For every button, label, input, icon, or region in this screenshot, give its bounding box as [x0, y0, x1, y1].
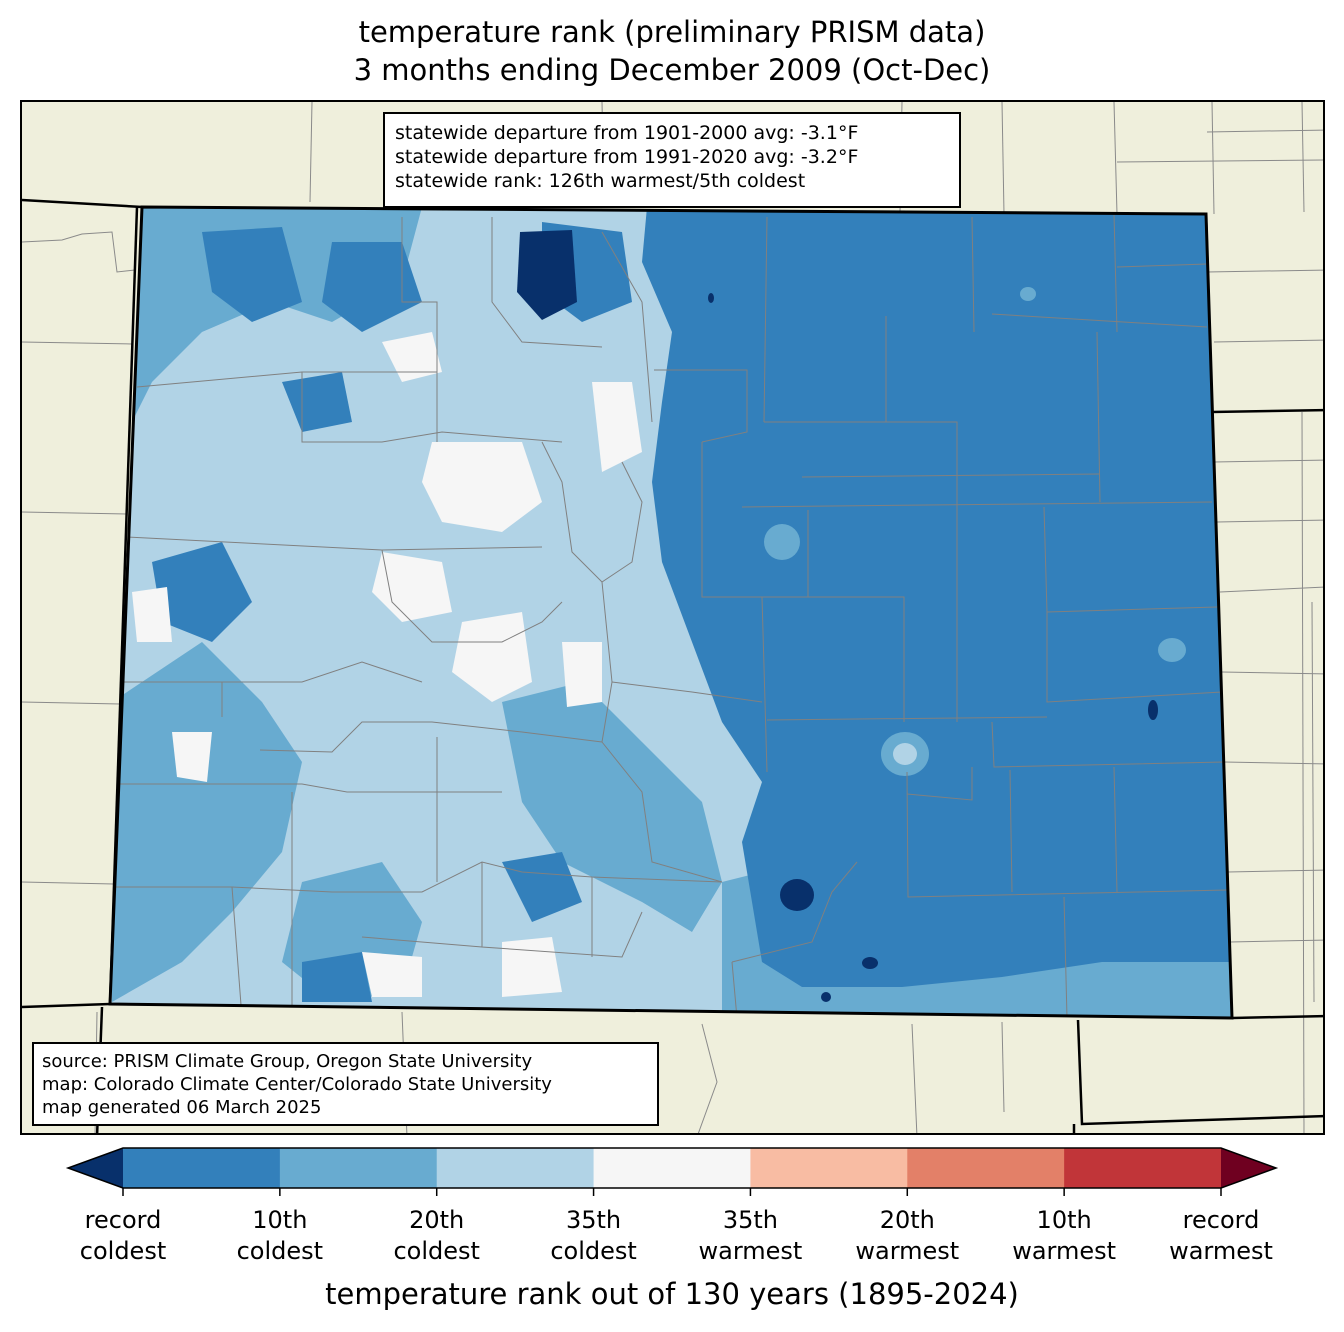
colorbar-tick-label: 35th coldest [514, 1205, 674, 1267]
tick-label-line2: warmest [698, 1237, 803, 1265]
colorbar-bin-1 [279, 1148, 438, 1188]
map-panel [20, 100, 1325, 1135]
map-title-line2: 3 months ending December 2009 (Oct-Dec) [353, 53, 991, 87]
source-line-2: map: Colorado Climate Center/Colorado St… [42, 1074, 552, 1095]
colorbar-tick-label: 10th coldest [200, 1205, 360, 1267]
stats-line-3: statewide rank: 126th warmest/5th coldes… [395, 170, 806, 192]
colorbar [65, 1147, 1279, 1196]
colorbar-tick-label: 20th warmest [827, 1205, 987, 1267]
source-credits-box: source: PRISM Climate Group, Oregon Stat… [32, 1042, 659, 1126]
tick-label-line2: coldest [236, 1237, 324, 1265]
colorbar-tick-label: 35th warmest [670, 1205, 830, 1267]
colorbar-over-arrow [1221, 1148, 1276, 1188]
tick-label-line2: coldest [393, 1237, 480, 1265]
colorbar-axis-label: temperature rank out of 130 years (1895-… [325, 1277, 1019, 1311]
tick-label-line1: 20th [879, 1206, 935, 1234]
tick-label-line1: record [1182, 1206, 1260, 1234]
tick-label-line1: 20th [409, 1206, 465, 1234]
colorbar-bin-3 [593, 1148, 751, 1188]
colorbar-tick-label: record warmest [1141, 1205, 1301, 1267]
colorado-rank-map [22, 102, 1323, 1133]
colorbar-bin-4 [750, 1148, 908, 1188]
source-line-1: source: PRISM Climate Group, Oregon Stat… [42, 1051, 533, 1072]
colorbar-tick-label: record coldest [43, 1205, 203, 1267]
colorado-boundary [108, 205, 1234, 1020]
source-line-3: map generated 06 March 2025 [42, 1097, 322, 1118]
colorbar-under-arrow [68, 1148, 123, 1188]
tick-label-line1: record [84, 1206, 162, 1234]
colorbar-tick-label: 10th warmest [984, 1205, 1144, 1267]
tick-label-line1: 10th [1036, 1206, 1092, 1234]
tick-label-line2: warmest [1012, 1237, 1117, 1265]
colorbar-bin-2 [436, 1148, 595, 1188]
tick-label-line2: coldest [79, 1237, 167, 1265]
tick-label-line1: 35th [722, 1206, 778, 1234]
tick-label-line2: warmest [855, 1237, 960, 1265]
tick-label-line2: coldest [550, 1237, 637, 1265]
colorbar-bin-6 [1064, 1148, 1222, 1188]
statewide-stats-box: statewide departure from 1901-2000 avg: … [383, 112, 961, 208]
colorado-county-lines [112, 213, 1228, 1018]
colorbar-bin-0 [123, 1148, 281, 1188]
stats-line-1: statewide departure from 1901-2000 avg: … [395, 122, 859, 144]
colorbar-bin-5 [907, 1148, 1065, 1188]
map-title-line1: temperature rank (preliminary PRISM data… [358, 15, 986, 49]
tick-label-line1: 10th [252, 1206, 308, 1234]
stats-line-2: statewide departure from 1991-2020 avg: … [395, 146, 859, 168]
tick-label-line2: warmest [1169, 1237, 1273, 1265]
tick-label-line1: 35th [565, 1206, 622, 1234]
colorado-rank-field [110, 207, 1232, 1018]
colorbar-tick-label: 20th coldest [357, 1205, 517, 1267]
